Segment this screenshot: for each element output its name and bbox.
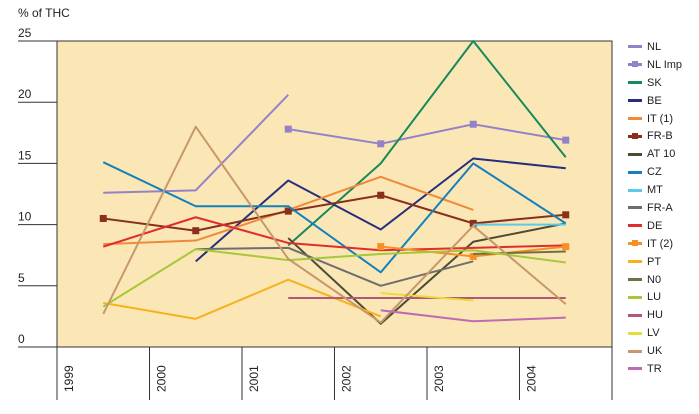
legend-label: PT <box>647 255 662 268</box>
x-tick-label: 2000 <box>155 365 169 392</box>
legend-swatch <box>628 367 642 371</box>
legend-item: IT (2) <box>628 235 698 253</box>
legend-label: LV <box>647 327 660 340</box>
series-line-fr-b <box>103 194 566 232</box>
data-point <box>377 140 385 148</box>
legend-label: MT <box>647 184 663 197</box>
series-line-nl-imp <box>288 123 566 145</box>
legend-item: IT (1) <box>628 110 698 128</box>
legend-swatch <box>628 61 642 68</box>
legend-swatch <box>628 224 642 228</box>
data-point <box>469 252 477 260</box>
series-line-cz <box>102 161 567 274</box>
legend-label: UK <box>647 345 663 358</box>
y-tick-label: 20 <box>18 87 32 101</box>
legend-swatch <box>628 313 642 317</box>
legend-item: TR <box>628 360 698 378</box>
y-tick-label: 15 <box>18 148 32 162</box>
legend-swatch <box>628 349 642 353</box>
legend-item: LV <box>628 324 698 342</box>
data-point <box>377 243 385 251</box>
legend-item: FR-A <box>628 199 698 217</box>
x-tick-label: 2003 <box>432 365 446 392</box>
legend-swatch <box>628 45 642 49</box>
legend-swatch <box>628 132 642 139</box>
data-point <box>99 214 107 222</box>
legend-swatch <box>628 188 642 192</box>
legend-item: BE <box>628 92 698 110</box>
legend-label: TR <box>647 362 662 375</box>
legend-swatch <box>628 260 642 264</box>
legend-swatch <box>628 278 642 282</box>
data-point <box>469 120 477 128</box>
series-line-de <box>102 216 566 252</box>
legend-item: SK <box>628 74 698 92</box>
x-tick-label: 2002 <box>340 365 354 392</box>
legend-item: UK <box>628 342 698 360</box>
legend-label: IT (2) <box>647 237 674 250</box>
series-line-be <box>195 157 566 263</box>
legend-label: FR-A <box>647 201 673 214</box>
legend-swatch <box>628 99 642 103</box>
legend-swatch <box>628 81 642 85</box>
legend-swatch <box>628 331 642 335</box>
legend-label: N0 <box>647 273 662 286</box>
legend-swatch <box>628 206 642 210</box>
legend-label: BE <box>647 94 662 107</box>
legend-item: NL Imp <box>628 56 698 74</box>
y-tick-label: 5 <box>18 271 25 285</box>
legend-label: HU <box>647 309 663 322</box>
legend-item: LU <box>628 288 698 306</box>
legend-label: NL Imp <box>647 58 683 71</box>
legend-swatch <box>628 152 642 156</box>
legend-swatch <box>628 117 642 120</box>
y-axis-title: % of THC <box>18 6 70 20</box>
series-line-nl <box>103 94 289 194</box>
data-point <box>284 207 292 215</box>
data-point <box>562 136 570 144</box>
series-line-tr <box>380 309 566 323</box>
data-point <box>562 211 570 219</box>
legend-item: N0 <box>628 271 698 289</box>
y-tick-label: 10 <box>18 210 32 224</box>
legend-label: LU <box>647 291 662 304</box>
x-tick-label: 2004 <box>525 365 539 392</box>
legend-item: AT 10 <box>628 145 698 163</box>
series-line-uk <box>102 125 567 324</box>
legend-label: FR-B <box>647 130 673 143</box>
x-tick-label: 2001 <box>247 365 261 392</box>
legend: NL NL Imp SK BE IT (1) FR-B AT 10 CZ MT FR-A DE IT … <box>628 38 698 378</box>
y-tick-label: 25 <box>18 26 32 40</box>
legend-label: CZ <box>647 166 662 179</box>
series-line-lu <box>102 248 566 308</box>
legend-label: NL <box>647 40 662 53</box>
legend-item: MT <box>628 181 698 199</box>
legend-swatch <box>628 295 642 299</box>
data-point <box>377 191 385 199</box>
y-tick-label: 0 <box>18 332 25 346</box>
legend-label: AT 10 <box>647 148 676 161</box>
legend-label: DE <box>647 219 663 232</box>
legend-item: NL <box>628 38 698 56</box>
legend-label: IT (1) <box>647 112 674 125</box>
x-tick-label: 1999 <box>62 365 76 392</box>
data-point <box>469 219 477 227</box>
legend-item: PT <box>628 253 698 271</box>
series-line-n0 <box>473 250 566 255</box>
data-point <box>284 125 292 133</box>
data-point <box>192 227 200 235</box>
series-line-lv <box>380 292 474 302</box>
legend-item: CZ <box>628 163 698 181</box>
legend-item: HU <box>628 306 698 324</box>
legend-label: SK <box>647 76 662 89</box>
legend-swatch <box>628 240 642 247</box>
legend-swatch <box>628 170 642 174</box>
legend-item: FR-B <box>628 127 698 145</box>
data-point <box>562 243 570 251</box>
legend-item: DE <box>628 217 698 235</box>
series-line-at-10 <box>287 222 566 325</box>
